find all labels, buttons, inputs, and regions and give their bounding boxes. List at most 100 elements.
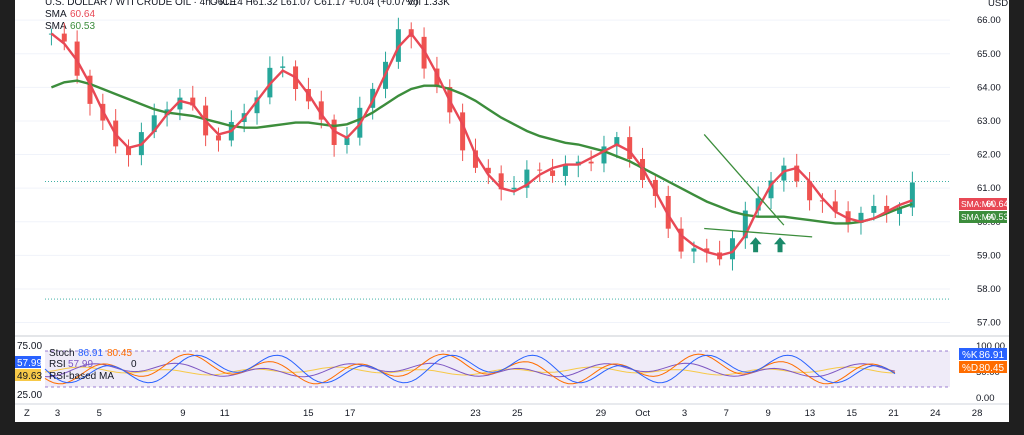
time-axis-icon[interactable]: Z: [24, 408, 30, 419]
ohlc-readout: O61.14 H61.32 L61.07 C61.17 +0.04 (+0.07…: [210, 0, 418, 8]
candle-body: [832, 201, 838, 212]
candle-body: [472, 150, 478, 168]
time-label: 11: [220, 408, 230, 419]
left-rsi-value: 57.99: [17, 358, 42, 369]
time-label: 17: [345, 408, 356, 419]
rsima-label: RSI-based MA: [49, 371, 114, 382]
osc-tick-100: 100.00: [976, 341, 1005, 352]
candle-body: [537, 169, 543, 171]
price-tick: 65.00: [977, 49, 1001, 60]
stoch-k-readout: 86.91: [78, 348, 103, 359]
time-label: 23: [470, 408, 481, 419]
d-badge-value: 80.45: [979, 363, 1004, 374]
candle-body: [858, 212, 864, 223]
time-label: 25: [512, 408, 523, 419]
sma-badge: [959, 211, 1007, 223]
candle-body: [665, 195, 671, 229]
time-axis-labels: 359111517232529Oct379131521242830Nov57: [55, 408, 983, 419]
time-label: 5: [97, 408, 102, 419]
price-gridlines: [15, 19, 950, 324]
time-label: 21: [888, 408, 899, 419]
symbol-title: U.S. DOLLAR / WTI CRUDE OIL · 4h · ICE: [45, 0, 237, 8]
candle-body: [254, 97, 260, 114]
price-tick: 59.00: [977, 250, 1001, 261]
candle-body: [524, 169, 530, 188]
candle-body: [126, 146, 132, 156]
sma1-label: SMA: [45, 9, 67, 20]
time-label: 3: [55, 408, 60, 419]
oscillator-right-axis: 100.00 50.00 0.00 %K 86.91 %D 80.45: [959, 341, 1007, 404]
candle-body: [215, 135, 221, 141]
candle-body: [794, 165, 800, 182]
price-tick: 63.00: [977, 116, 1001, 127]
price-unit: USD: [988, 0, 1008, 9]
stoch-label: Stoch: [49, 348, 75, 359]
candle-body: [601, 146, 607, 164]
k-badge: [959, 348, 1007, 360]
candle-body: [318, 101, 324, 120]
candle-body: [729, 238, 735, 260]
candle-body: [177, 97, 183, 110]
d-badge: [959, 361, 1007, 373]
candle-body: [871, 205, 877, 213]
candle-body: [588, 161, 594, 164]
time-label: 9: [765, 408, 770, 419]
price-tick: 58.00: [977, 284, 1001, 295]
rsi-readout: 57.99: [68, 359, 93, 370]
candle-body: [61, 33, 67, 42]
arrow-markers: [749, 237, 787, 253]
lower-trendline: [704, 227, 813, 238]
candle-body: [768, 180, 774, 199]
candle-body: [909, 182, 915, 208]
chart-frame: U.S. DOLLAR / WTI CRUDE OIL · 4h · ICE O…: [15, 0, 1009, 422]
time-label: 28: [972, 408, 983, 419]
sma1-value: 60.64: [70, 9, 95, 20]
candle-body: [652, 179, 658, 196]
candle-body: [691, 248, 697, 252]
price-tick: 57.00: [977, 318, 1001, 329]
upper-trendline: [703, 133, 785, 226]
k-badge-label: %K: [962, 350, 978, 361]
time-label: Oct: [635, 408, 650, 419]
d-badge-label: %D: [962, 363, 978, 374]
time-label: 24: [930, 408, 941, 419]
candlestick-series: [48, 17, 915, 271]
candle-body: [627, 137, 633, 159]
candle-body: [550, 170, 556, 176]
candle-body: [190, 97, 196, 106]
time-label: 13: [805, 408, 816, 419]
sma-badge: [959, 198, 1007, 210]
candle-body: [562, 165, 568, 176]
candle-body: [511, 187, 517, 190]
rsi-label: RSI: [49, 359, 66, 370]
left-rsi-badge: [15, 356, 41, 368]
sma2-value: 60.53: [70, 21, 95, 32]
time-label: 15: [846, 408, 857, 419]
price-tick: 61.00: [977, 183, 1001, 194]
stoch-d-readout: 80.45: [107, 348, 132, 359]
stoch-k-line: [44, 354, 896, 384]
price-tick: 64.00: [977, 82, 1001, 93]
time-label: 29: [596, 408, 607, 419]
candle-body: [678, 228, 684, 252]
candle-body: [434, 68, 440, 88]
up-arrow-icon: [749, 237, 762, 253]
time-label: 7: [724, 408, 729, 419]
candle-body: [742, 210, 748, 239]
sma2-label: SMA: [45, 21, 67, 32]
sma-badge-label: SMA:MA: [961, 199, 995, 209]
candle-body: [704, 248, 710, 253]
osc-tick-0: 0.00: [976, 393, 995, 404]
left-rsima-value: 49.63: [17, 371, 42, 382]
candle-body: [485, 167, 491, 174]
sma-badge-value: 60.64: [986, 199, 1009, 209]
oscillator-legend: 75.00 Stoch 86.91 80.45 57.99 RSI 57.99 …: [15, 341, 137, 401]
price-chart[interactable]: U.S. DOLLAR / WTI CRUDE OIL · 4h · ICE O…: [15, 0, 1009, 422]
time-label: 15: [303, 408, 314, 419]
candle-body: [819, 200, 825, 202]
price-axis-ticks: 66.0065.0064.0063.0062.0061.0060.0059.00…: [977, 15, 1001, 328]
volume-readout: Vol 1.33K: [407, 0, 450, 8]
candle-body: [897, 207, 903, 214]
rsi-extra: 0: [131, 359, 137, 370]
up-arrow-icon: [774, 237, 787, 253]
